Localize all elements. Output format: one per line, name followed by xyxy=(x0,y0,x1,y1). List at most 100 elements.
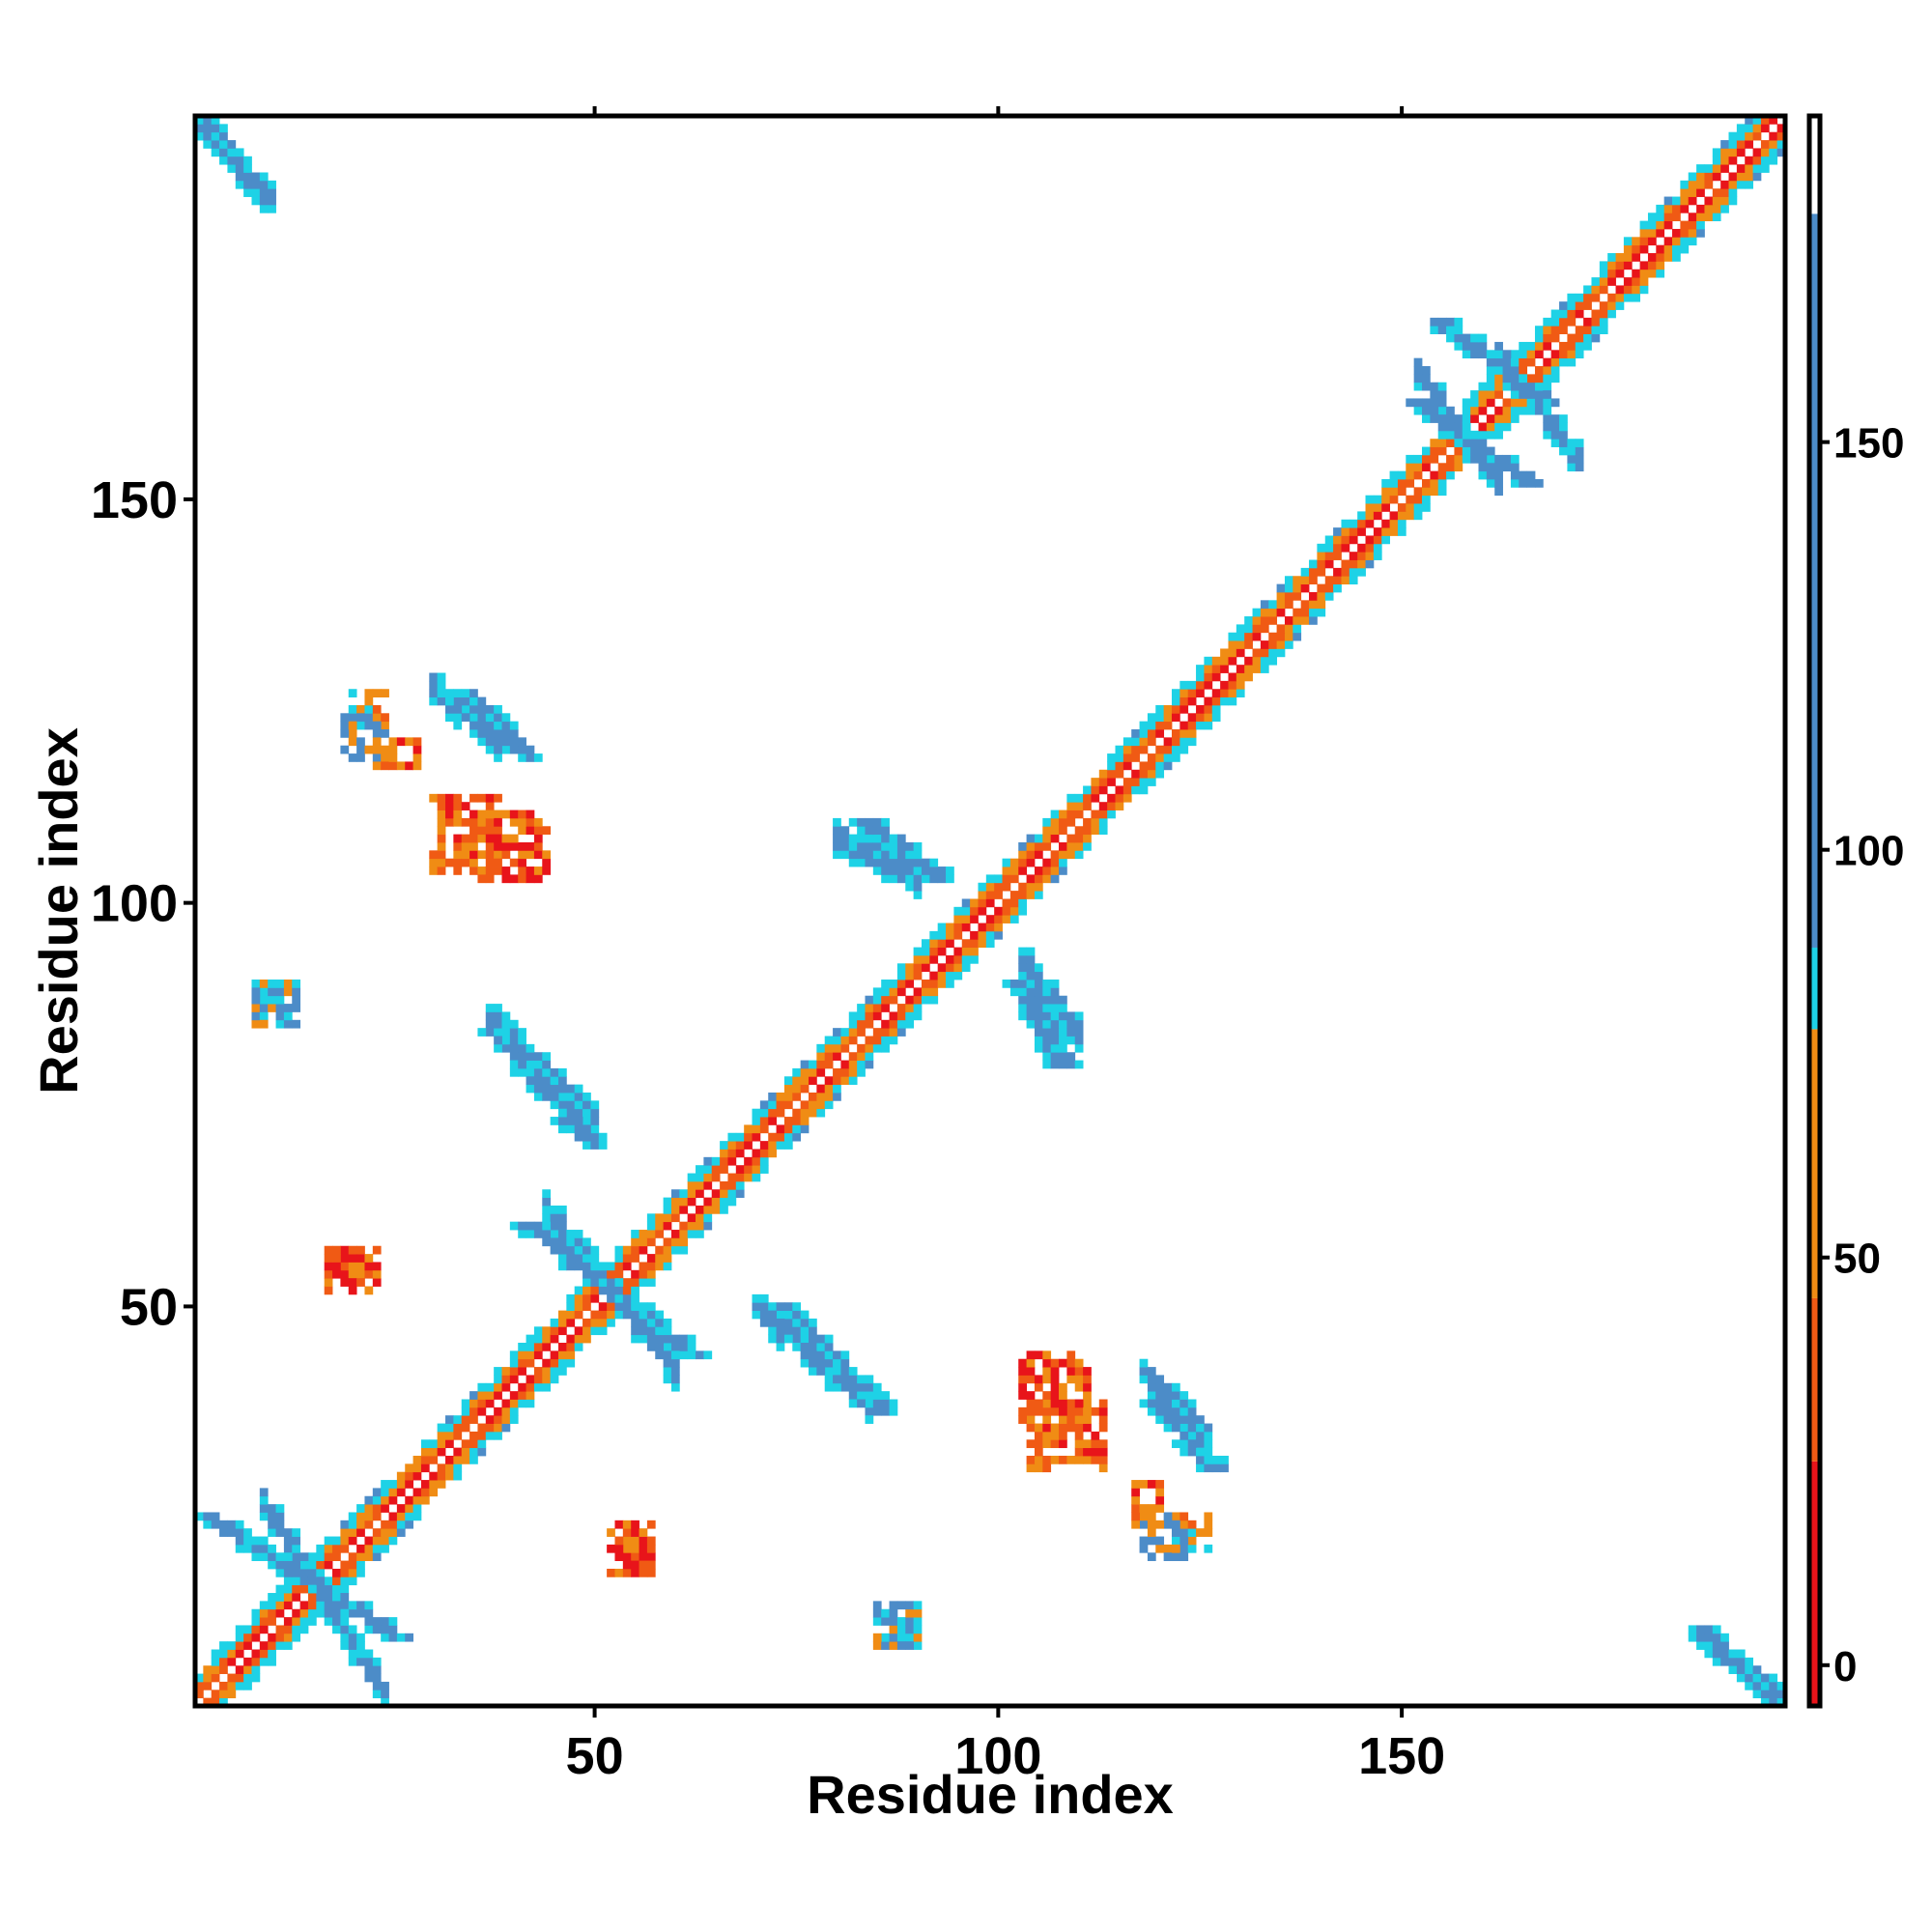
heatmap-cell xyxy=(896,963,906,973)
heatmap-cell xyxy=(557,1358,567,1368)
heatmap-cell xyxy=(1009,891,1019,899)
heatmap-cell xyxy=(509,1060,519,1069)
heatmap-cell xyxy=(1430,414,1439,423)
heatmap-cell xyxy=(1179,1520,1189,1529)
heatmap-cell xyxy=(348,1254,357,1263)
heatmap-cell xyxy=(292,1577,301,1586)
heatmap-cell xyxy=(348,689,357,697)
heatmap-cell xyxy=(1236,665,1245,673)
heatmap-cell xyxy=(937,971,947,980)
heatmap-cell xyxy=(896,1625,906,1634)
heatmap-cell xyxy=(1042,826,1052,836)
heatmap-cell xyxy=(840,850,850,860)
heatmap-cell xyxy=(598,1132,608,1142)
heatmap-cell xyxy=(953,947,963,956)
heatmap-cell xyxy=(590,1310,600,1320)
heatmap-cell xyxy=(1373,535,1382,545)
heatmap-cell xyxy=(1599,269,1608,278)
heatmap-cell xyxy=(582,1278,591,1287)
heatmap-cell xyxy=(1745,180,1753,189)
heatmap-cell xyxy=(1179,721,1189,730)
heatmap-cell xyxy=(1656,253,1665,262)
heatmap-cell xyxy=(840,1382,850,1392)
heatmap-cell xyxy=(1688,220,1697,230)
heatmap-cell xyxy=(420,1463,430,1473)
heatmap-cell xyxy=(1042,1367,1052,1376)
heatmap-cell xyxy=(776,1326,785,1336)
heatmap-cell xyxy=(356,753,365,762)
heatmap-cell xyxy=(590,1269,600,1279)
heatmap-cell xyxy=(1187,737,1197,747)
heatmap-cell xyxy=(1486,430,1495,440)
heatmap-cell xyxy=(800,1350,810,1360)
heatmap-cell xyxy=(937,930,947,940)
heatmap-cell xyxy=(251,1649,261,1659)
heatmap-cell xyxy=(259,172,269,182)
heatmap-cell xyxy=(614,1278,624,1287)
heatmap-cell xyxy=(1324,552,1334,560)
heatmap-cell xyxy=(1293,624,1302,634)
heatmap-cell xyxy=(1519,357,1528,367)
heatmap-cell xyxy=(889,1617,898,1626)
heatmap-cell xyxy=(1131,1488,1140,1497)
heatmap-cell xyxy=(1171,729,1180,738)
heatmap-cell xyxy=(1131,753,1140,762)
heatmap-cell xyxy=(1769,156,1778,165)
heatmap-cell xyxy=(268,1504,276,1513)
heatmap-cell xyxy=(1437,317,1447,327)
heatmap-cell xyxy=(614,1544,624,1553)
heatmap-cell xyxy=(1155,1544,1165,1553)
heatmap-cell xyxy=(1074,1060,1084,1069)
heatmap-cell xyxy=(1446,470,1455,480)
heatmap-cell xyxy=(364,689,374,697)
heatmap-cell xyxy=(768,1092,777,1101)
heatmap-cell xyxy=(1309,576,1318,585)
heatmap-cell xyxy=(1268,600,1278,610)
heatmap-cell xyxy=(243,1528,252,1537)
heatmap-cell xyxy=(840,826,850,836)
heatmap-cell xyxy=(1745,172,1753,182)
heatmap-cell xyxy=(792,1092,802,1101)
heatmap-cell xyxy=(889,1601,898,1610)
heatmap-cell xyxy=(494,1036,502,1045)
heatmap-cell xyxy=(752,1165,761,1174)
heatmap-cell xyxy=(687,1350,696,1360)
heatmap-cell xyxy=(469,1455,478,1464)
heatmap-cell xyxy=(622,1302,632,1311)
heatmap-cell xyxy=(485,826,495,836)
heatmap-cell xyxy=(348,1552,357,1562)
heatmap-cell xyxy=(896,850,906,860)
heatmap-cell xyxy=(590,1141,600,1150)
heatmap-cell xyxy=(1155,1495,1165,1505)
heatmap-cell xyxy=(1502,406,1512,415)
heatmap-cell xyxy=(494,826,502,836)
heatmap-cell xyxy=(557,1117,567,1125)
heatmap-cell xyxy=(437,689,446,697)
heatmap-cell xyxy=(752,1132,761,1142)
heatmap-cell xyxy=(857,841,866,851)
heatmap-cell xyxy=(937,867,947,875)
heatmap-cell xyxy=(340,1641,350,1650)
heatmap-cell xyxy=(1018,891,1027,899)
heatmap-cell xyxy=(1122,793,1132,803)
heatmap-cell xyxy=(1018,1382,1027,1392)
heatmap-cell xyxy=(574,1254,583,1263)
heatmap-cell xyxy=(1204,656,1213,666)
heatmap-cell xyxy=(461,1399,470,1408)
heatmap-cell xyxy=(590,1100,600,1110)
heatmap-cell xyxy=(275,1504,285,1513)
heatmap-cell xyxy=(1656,244,1665,254)
heatmap-cell xyxy=(227,140,237,149)
heatmap-cell xyxy=(550,1117,559,1125)
heatmap-cell xyxy=(1647,261,1657,270)
heatmap-cell xyxy=(332,1577,341,1586)
heatmap-cell xyxy=(412,761,422,771)
heatmap-cell xyxy=(518,1399,526,1408)
heatmap-cell xyxy=(1091,778,1100,786)
heatmap-cell xyxy=(533,1334,543,1344)
heatmap-cell xyxy=(639,1310,648,1320)
heatmap-cell xyxy=(372,1625,382,1634)
heatmap-cell xyxy=(872,1641,882,1650)
heatmap-cell xyxy=(1163,1423,1173,1433)
heatmap-cell xyxy=(1486,470,1495,480)
